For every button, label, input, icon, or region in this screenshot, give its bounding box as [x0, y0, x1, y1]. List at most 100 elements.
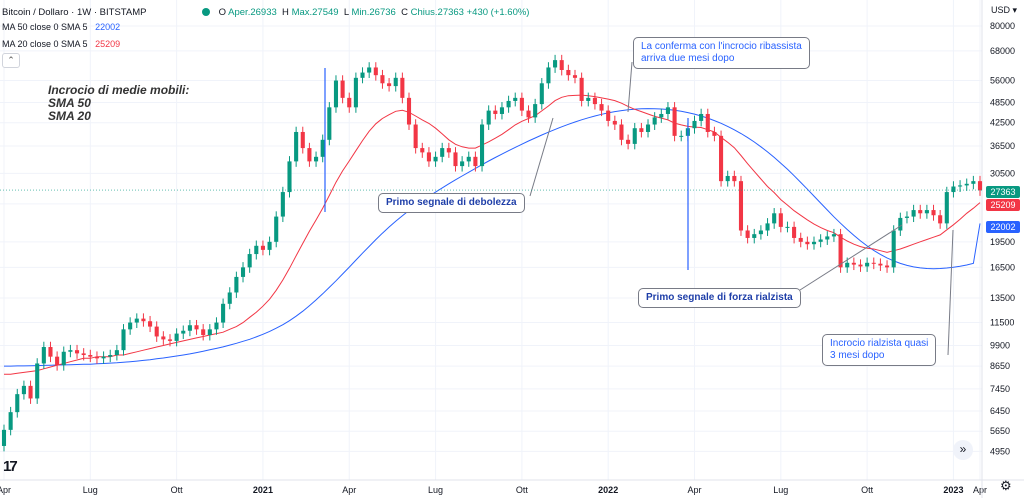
price-tick-label: 56000: [990, 76, 1015, 86]
high-value: Max.27549: [291, 7, 339, 18]
ma20-line: [4, 94, 981, 375]
candle-body: [128, 322, 133, 330]
candle-body: [778, 213, 783, 227]
ma20-badge: 25209: [986, 199, 1020, 211]
candle-body: [765, 223, 770, 231]
ma20-legend[interactable]: MA 20 close 0 SMA 5 25209: [2, 39, 120, 49]
candle-body: [227, 292, 232, 304]
candle-body: [121, 329, 126, 351]
ma50-value: 22002: [95, 22, 121, 32]
time-tick-label: Ott: [861, 485, 874, 495]
candle-body: [891, 230, 896, 268]
callout-bearish-line2: arriva due mesi dopo: [641, 53, 735, 64]
candle-body: [300, 131, 305, 149]
candle-body: [805, 241, 810, 245]
price-tick-label: 5650: [990, 426, 1010, 436]
candle-body: [533, 104, 538, 118]
candle-body: [579, 77, 584, 101]
price-tick-label: 13500: [990, 293, 1015, 303]
currency-selector[interactable]: USD ▾: [991, 5, 1018, 15]
price-badge: 27363: [986, 186, 1020, 198]
candle-body: [353, 77, 358, 108]
candle-body: [639, 128, 644, 132]
candle-body: [838, 234, 843, 268]
candle-body: [347, 97, 352, 108]
candle-body: [400, 77, 405, 98]
candle-body: [798, 237, 803, 242]
candle-body: [240, 267, 246, 277]
candle-body: [845, 262, 850, 268]
time-tick-label: Ott: [171, 485, 184, 495]
candle-body: [406, 97, 412, 125]
candle-body: [387, 83, 392, 87]
candle-body: [546, 67, 551, 84]
candle-body: [327, 107, 332, 140]
candle-body: [712, 131, 717, 136]
candle-body: [811, 241, 817, 245]
candle-body: [473, 156, 478, 167]
price-tick-label: 8650: [990, 361, 1010, 371]
callout-weakness: Primo segnale di debolezza: [378, 193, 525, 213]
candle-body: [154, 326, 159, 337]
callout-pointer: [627, 61, 633, 113]
price-tick-label: 7450: [990, 384, 1010, 394]
candle-body: [181, 330, 186, 334]
candle-body: [758, 230, 763, 235]
candle-body: [413, 124, 418, 149]
candle-body: [41, 347, 46, 364]
candle-body: [148, 321, 153, 327]
candle-body: [214, 322, 219, 330]
scroll-right-icon[interactable]: »: [953, 440, 973, 460]
candle-body: [871, 262, 876, 264]
callout-bearish-line1: La conferma con l'incrocio ribassista: [641, 41, 802, 52]
candle-body: [526, 110, 531, 118]
annotation-title-line3: SMA 20: [48, 109, 91, 123]
time-tick-label: Apr: [0, 485, 11, 495]
candle-body: [61, 351, 66, 366]
chevron-up-icon[interactable]: ⌃: [2, 53, 20, 68]
candle-body: [858, 264, 863, 267]
ma50-legend[interactable]: MA 50 close 0 SMA 5 22002: [2, 22, 120, 32]
candle-body: [234, 276, 239, 293]
candle-body: [612, 120, 617, 125]
tradingview-logo-icon: 17: [3, 458, 18, 475]
candle-body: [692, 120, 697, 129]
candle-body: [88, 355, 93, 357]
candle-body: [254, 245, 259, 255]
candle-body: [851, 262, 856, 265]
candle-body: [340, 80, 345, 98]
candle-body: [506, 100, 511, 108]
change-value: +430 (+1.60%): [466, 7, 530, 18]
candle-body: [433, 156, 438, 162]
candle-body: [221, 303, 226, 323]
candle-body: [134, 318, 139, 323]
candle-body: [440, 148, 445, 157]
candle-body: [539, 83, 544, 105]
candle-body: [446, 148, 451, 153]
candle-body: [207, 329, 212, 336]
ma50-line: [4, 108, 981, 367]
candle-body: [719, 135, 724, 182]
candle-body: [738, 181, 744, 231]
candle-body: [626, 139, 631, 144]
candle-body: [479, 124, 485, 167]
candle-body: [572, 75, 578, 78]
ma20-value: 25209: [95, 39, 121, 49]
candle-body: [280, 192, 285, 217]
candle-body: [460, 161, 465, 167]
candle-body: [885, 265, 890, 268]
candle-body: [599, 104, 604, 111]
candle-body: [453, 152, 458, 167]
candle-body: [274, 216, 279, 242]
candle-body: [55, 356, 60, 366]
candle-body: [174, 333, 179, 341]
candle-body: [772, 213, 777, 224]
gear-icon[interactable]: ⚙: [1000, 478, 1012, 493]
symbol-title[interactable]: Bitcoin / Dollaro · 1W · BITSTAMP: [2, 7, 147, 18]
candle-body: [68, 350, 73, 352]
candle-body: [201, 329, 206, 336]
close-value: Chius.27363: [410, 7, 464, 18]
candle-body: [818, 239, 823, 242]
candle-body: [320, 139, 325, 157]
